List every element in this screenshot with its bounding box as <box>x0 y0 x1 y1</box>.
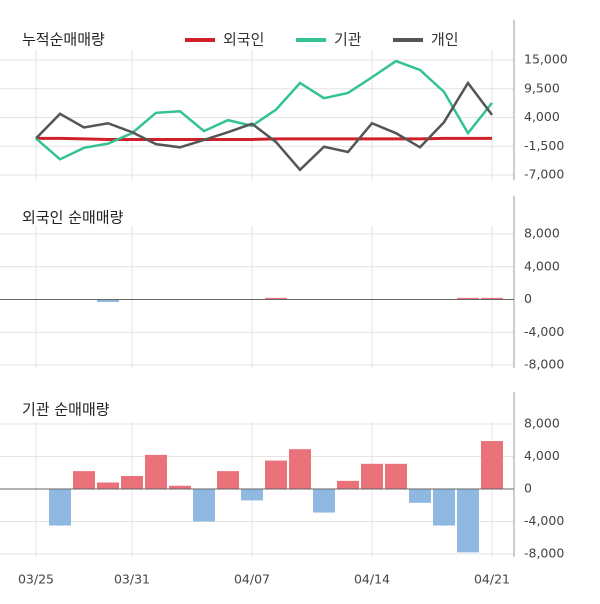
y-tick-label: 0 <box>524 481 532 496</box>
plot-area <box>0 226 514 368</box>
plot-area <box>0 50 514 180</box>
chart-title: 기관 순매매량 <box>22 401 110 419</box>
bar <box>265 460 287 489</box>
bar <box>145 454 167 489</box>
bar <box>97 482 119 489</box>
legend-label: 개인 <box>431 31 459 49</box>
x-tick-label: 03/31 <box>114 572 150 587</box>
bar <box>193 489 215 522</box>
bar <box>481 441 503 489</box>
bar <box>433 489 455 526</box>
y-tick-label: -4,000 <box>524 324 564 339</box>
bar <box>169 485 191 489</box>
y-tick-label: -4,000 <box>524 513 564 528</box>
bar <box>337 480 359 489</box>
y-tick-label: 4,000 <box>524 109 560 124</box>
series-line <box>35 80 493 172</box>
bar <box>241 489 263 501</box>
bar <box>97 299 119 302</box>
bar <box>481 297 503 300</box>
y-tick-label: 0 <box>524 291 532 306</box>
bar <box>313 489 335 513</box>
y-tick-label: -1,500 <box>524 138 564 153</box>
bar <box>457 297 479 300</box>
y-tick-label: -8,000 <box>524 546 564 561</box>
series-line <box>36 136 492 141</box>
bar <box>409 489 431 503</box>
x-tick-label: 04/14 <box>354 572 390 587</box>
chart-title: 외국인 순매매량 <box>22 209 124 227</box>
bar <box>73 471 95 489</box>
chart-title: 누적순매매량 <box>22 31 105 49</box>
y-tick-label: -7,000 <box>524 167 564 182</box>
bar <box>217 471 239 489</box>
legend-label: 외국인 <box>223 31 264 49</box>
y-tick-label: 4,000 <box>524 258 560 273</box>
bar <box>121 476 143 489</box>
y-tick-label: -8,000 <box>524 357 564 372</box>
bar <box>361 463 383 489</box>
series-line <box>35 59 493 161</box>
x-tick-label: 04/07 <box>234 572 270 587</box>
bar <box>265 297 287 300</box>
y-tick-label: 9,500 <box>524 80 560 95</box>
y-tick-label: 8,000 <box>524 226 560 241</box>
x-tick-label: 03/25 <box>18 572 54 587</box>
y-tick-label: 8,000 <box>524 416 560 431</box>
legend-label: 기관 <box>334 31 362 49</box>
y-tick-label: 4,000 <box>524 448 560 463</box>
y-tick-label: 15,000 <box>524 52 568 67</box>
bar <box>385 463 407 489</box>
bar <box>289 449 311 489</box>
bar <box>457 489 479 553</box>
x-tick-label: 04/21 <box>474 572 510 587</box>
bar <box>49 489 71 526</box>
